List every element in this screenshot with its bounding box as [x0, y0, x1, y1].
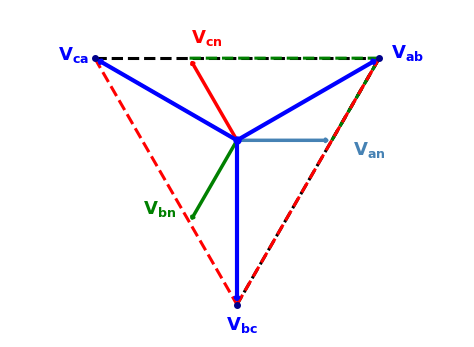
Text: $\mathbf{V_{ab}}$: $\mathbf{V_{ab}}$ — [391, 43, 424, 63]
Text: $\mathbf{V_{bc}}$: $\mathbf{V_{bc}}$ — [226, 315, 257, 335]
Text: $\mathbf{V_{bn}}$: $\mathbf{V_{bn}}$ — [143, 198, 176, 219]
Text: $\mathbf{V_{an}}$: $\mathbf{V_{an}}$ — [353, 140, 385, 160]
Text: $\mathbf{V_{ca}}$: $\mathbf{V_{ca}}$ — [58, 45, 90, 65]
Text: $\mathbf{V_{cn}}$: $\mathbf{V_{cn}}$ — [191, 28, 222, 48]
